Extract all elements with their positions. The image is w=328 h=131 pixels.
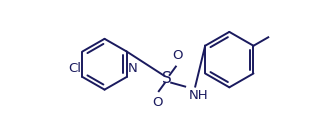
- Text: NH: NH: [189, 89, 209, 102]
- Text: Cl: Cl: [68, 62, 81, 75]
- Text: N: N: [128, 62, 138, 75]
- Text: S: S: [162, 71, 172, 86]
- Text: O: O: [172, 49, 183, 62]
- Text: O: O: [152, 96, 162, 109]
